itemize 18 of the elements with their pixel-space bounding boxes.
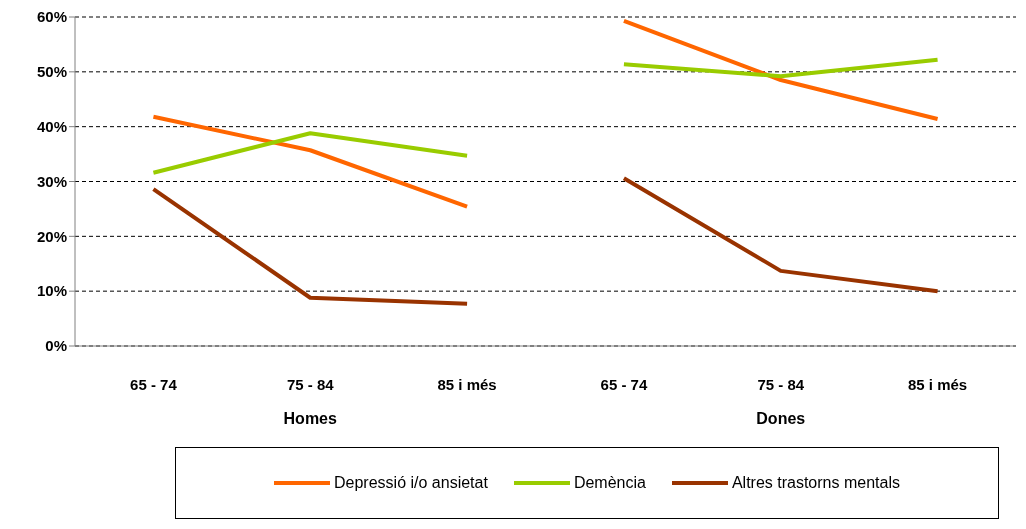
text: Dones <box>755 410 807 428</box>
y-tick-label: 30% <box>36 172 67 190</box>
legend-label: Demència <box>573 474 646 492</box>
y-tick-label: 40% <box>36 117 67 135</box>
y-tick-label: 20% <box>36 227 67 245</box>
y-tick-label: 50% <box>36 63 67 81</box>
text: Homes <box>282 410 338 428</box>
x-tick-label: 75 - 84 <box>286 375 335 393</box>
y-tick-label: 0% <box>45 337 67 355</box>
x-tick-label: 85 i més <box>437 375 497 393</box>
x-tick-label: 65 - 74 <box>130 375 178 393</box>
legend-label: Altres trastorns mentals <box>731 474 900 492</box>
x-tick-label: 85 i més <box>907 375 968 393</box>
x-tick-label: 65 - 74 <box>600 375 648 393</box>
y-tick-label: 10% <box>36 282 67 300</box>
x-tick-label: 75 - 84 <box>757 375 805 393</box>
legend-label: Depressió i/o ansietat <box>334 474 488 492</box>
y-tick-label: 60% <box>36 8 67 26</box>
